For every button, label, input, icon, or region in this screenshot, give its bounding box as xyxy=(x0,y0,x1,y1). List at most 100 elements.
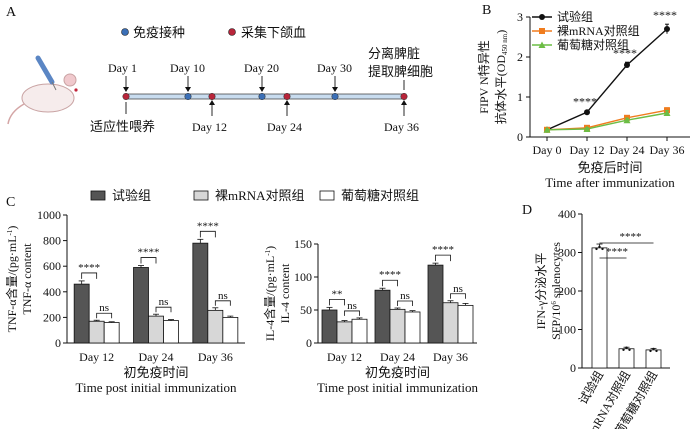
c-ns-label: ns xyxy=(159,296,169,308)
b-ylabel-line2: 抗体水平(OD450 nm) xyxy=(493,30,509,125)
c-xlabel-cn: 初免疫时间 xyxy=(123,365,188,380)
b-significance: **** xyxy=(573,95,597,109)
timeline-day-label-top: Day 20 xyxy=(244,61,279,75)
timeline-arrowhead xyxy=(259,87,265,92)
d-bar xyxy=(618,348,635,369)
blood-dot xyxy=(283,93,291,100)
b-x-tick-label: Day 24 xyxy=(610,143,645,157)
c-bar xyxy=(73,283,90,344)
c-bar xyxy=(427,264,444,344)
timeline-day-label-top: Day 10 xyxy=(170,61,205,75)
timeline-day-label-top: Day 30 xyxy=(317,61,352,75)
d-sig-stars: **** xyxy=(606,246,628,258)
c-ns-label: ns xyxy=(99,302,109,314)
c-bar xyxy=(336,321,353,344)
b-significance: **** xyxy=(653,8,677,22)
b-point-circle xyxy=(624,62,630,68)
d-point xyxy=(598,245,601,249)
c-bar xyxy=(192,242,209,344)
c-bar xyxy=(442,302,459,344)
syringe-icon xyxy=(35,55,55,85)
b-legend-label: 裸mRNA对照组 xyxy=(557,23,640,38)
timeline-arrowhead xyxy=(209,100,215,105)
c-bar xyxy=(374,289,391,344)
c-sig-bracket xyxy=(382,279,398,287)
c-y-tick-label: 150 xyxy=(294,237,312,251)
c-bar xyxy=(457,304,474,344)
d-point xyxy=(649,349,652,353)
c-ns-label: ns xyxy=(218,290,228,302)
c-sig-bracket xyxy=(329,298,345,306)
c-bar xyxy=(389,308,406,344)
immunize-dot xyxy=(331,93,339,100)
c-y-tick-label: 100 xyxy=(294,270,312,284)
d-point xyxy=(625,346,628,349)
c-bar xyxy=(404,311,421,344)
tnf-alpha-bar-chart: 0 200 400 600 800 1000 Day 12 **** ns Day 24 **** n… xyxy=(4,208,245,395)
d-bar xyxy=(645,349,662,369)
timeline-arrowhead xyxy=(332,87,338,92)
d-y-tick-label: 0 xyxy=(570,361,576,375)
c-sig-stars: **** xyxy=(197,220,219,232)
panel-label-c: C xyxy=(6,195,15,210)
d-y-tick-label: 300 xyxy=(558,246,576,260)
d-y-tick-label: 400 xyxy=(558,207,576,221)
d-ylabel-cn: IFN-γ分泌水平 xyxy=(534,253,548,330)
c-y-tick-label: 800 xyxy=(43,234,61,248)
immunize-dot xyxy=(258,93,266,100)
c-y-tick-label: 0 xyxy=(55,336,61,350)
d-y-tick-label: 100 xyxy=(558,323,576,337)
d-point xyxy=(601,247,604,251)
mouse-ear xyxy=(63,73,77,87)
c-x-tick-label: Day 36 xyxy=(433,350,468,364)
panel-label-a: A xyxy=(6,5,17,20)
c-ns-bracket xyxy=(397,300,413,307)
ifn-gamma-bar-chart: 0100200300400试验组裸mRNA对照组葡萄糖对照组********IF… xyxy=(534,207,670,429)
c-ns-label: ns xyxy=(400,290,410,302)
c-ns-bracket xyxy=(450,293,466,299)
harvest-label-line1: 分离脾脏 xyxy=(368,46,420,61)
c-bar xyxy=(163,320,179,344)
d-point xyxy=(655,349,658,353)
harvest-label-line2: 提取脾细胞 xyxy=(368,64,433,79)
c-sig-stars: **** xyxy=(432,244,454,256)
b-point-triangle xyxy=(663,109,671,116)
c-y-tick-label: 0 xyxy=(306,336,312,350)
c-ns-label: ns xyxy=(347,300,357,312)
immunize-legend-dot xyxy=(121,28,129,36)
timeline-marks: Day 1 Day 10 Day 20 Day 30 Day 12 Day 24 Day 3… xyxy=(108,61,419,134)
c-sig-stars: **** xyxy=(78,262,100,274)
c-y-tick-label: 50 xyxy=(300,303,312,317)
c-sig-stars: ** xyxy=(332,288,343,300)
c-sig-stars: **** xyxy=(138,247,160,259)
immunize-dot xyxy=(184,93,192,100)
c-sig-bracket xyxy=(81,272,98,279)
timeline-arrowhead xyxy=(185,87,191,92)
c-bar xyxy=(133,267,149,344)
c-legend-swatch xyxy=(319,190,335,201)
panel-label-d: D xyxy=(522,203,532,218)
c-xlabel-cn: 初免疫时间 xyxy=(365,365,430,380)
c-y-tick-label: 400 xyxy=(43,285,61,299)
c-bar xyxy=(351,318,368,344)
c-ns-label: ns xyxy=(453,283,463,295)
c-sig-bracket xyxy=(140,257,157,264)
b-legend-marker xyxy=(539,14,545,20)
timeline-arrowhead xyxy=(123,87,129,92)
b-xlabel-en: Time after immunization xyxy=(545,175,675,190)
c-legend-swatch xyxy=(193,190,209,201)
il4-bar-chart: 0 50 100 150 Day 12 ** ns Day 24 **** ns Day 36 ***… xyxy=(262,237,478,395)
c-sig-bracket xyxy=(199,230,216,238)
b-series-line xyxy=(546,109,668,131)
c-bar xyxy=(222,316,239,344)
b-legend-marker xyxy=(538,41,546,48)
mouse-illustration xyxy=(7,55,78,125)
d-point xyxy=(622,348,625,351)
c-bar xyxy=(321,309,338,344)
d-y-tick-label: 200 xyxy=(558,284,576,298)
c-bar xyxy=(207,309,224,344)
c-legend-swatch xyxy=(90,190,106,201)
panel-label-b: B xyxy=(482,3,491,18)
c-ns-bracket xyxy=(96,312,113,319)
c-ylabel-cn: IL-4含量/(pg·mL-1) xyxy=(262,246,277,341)
